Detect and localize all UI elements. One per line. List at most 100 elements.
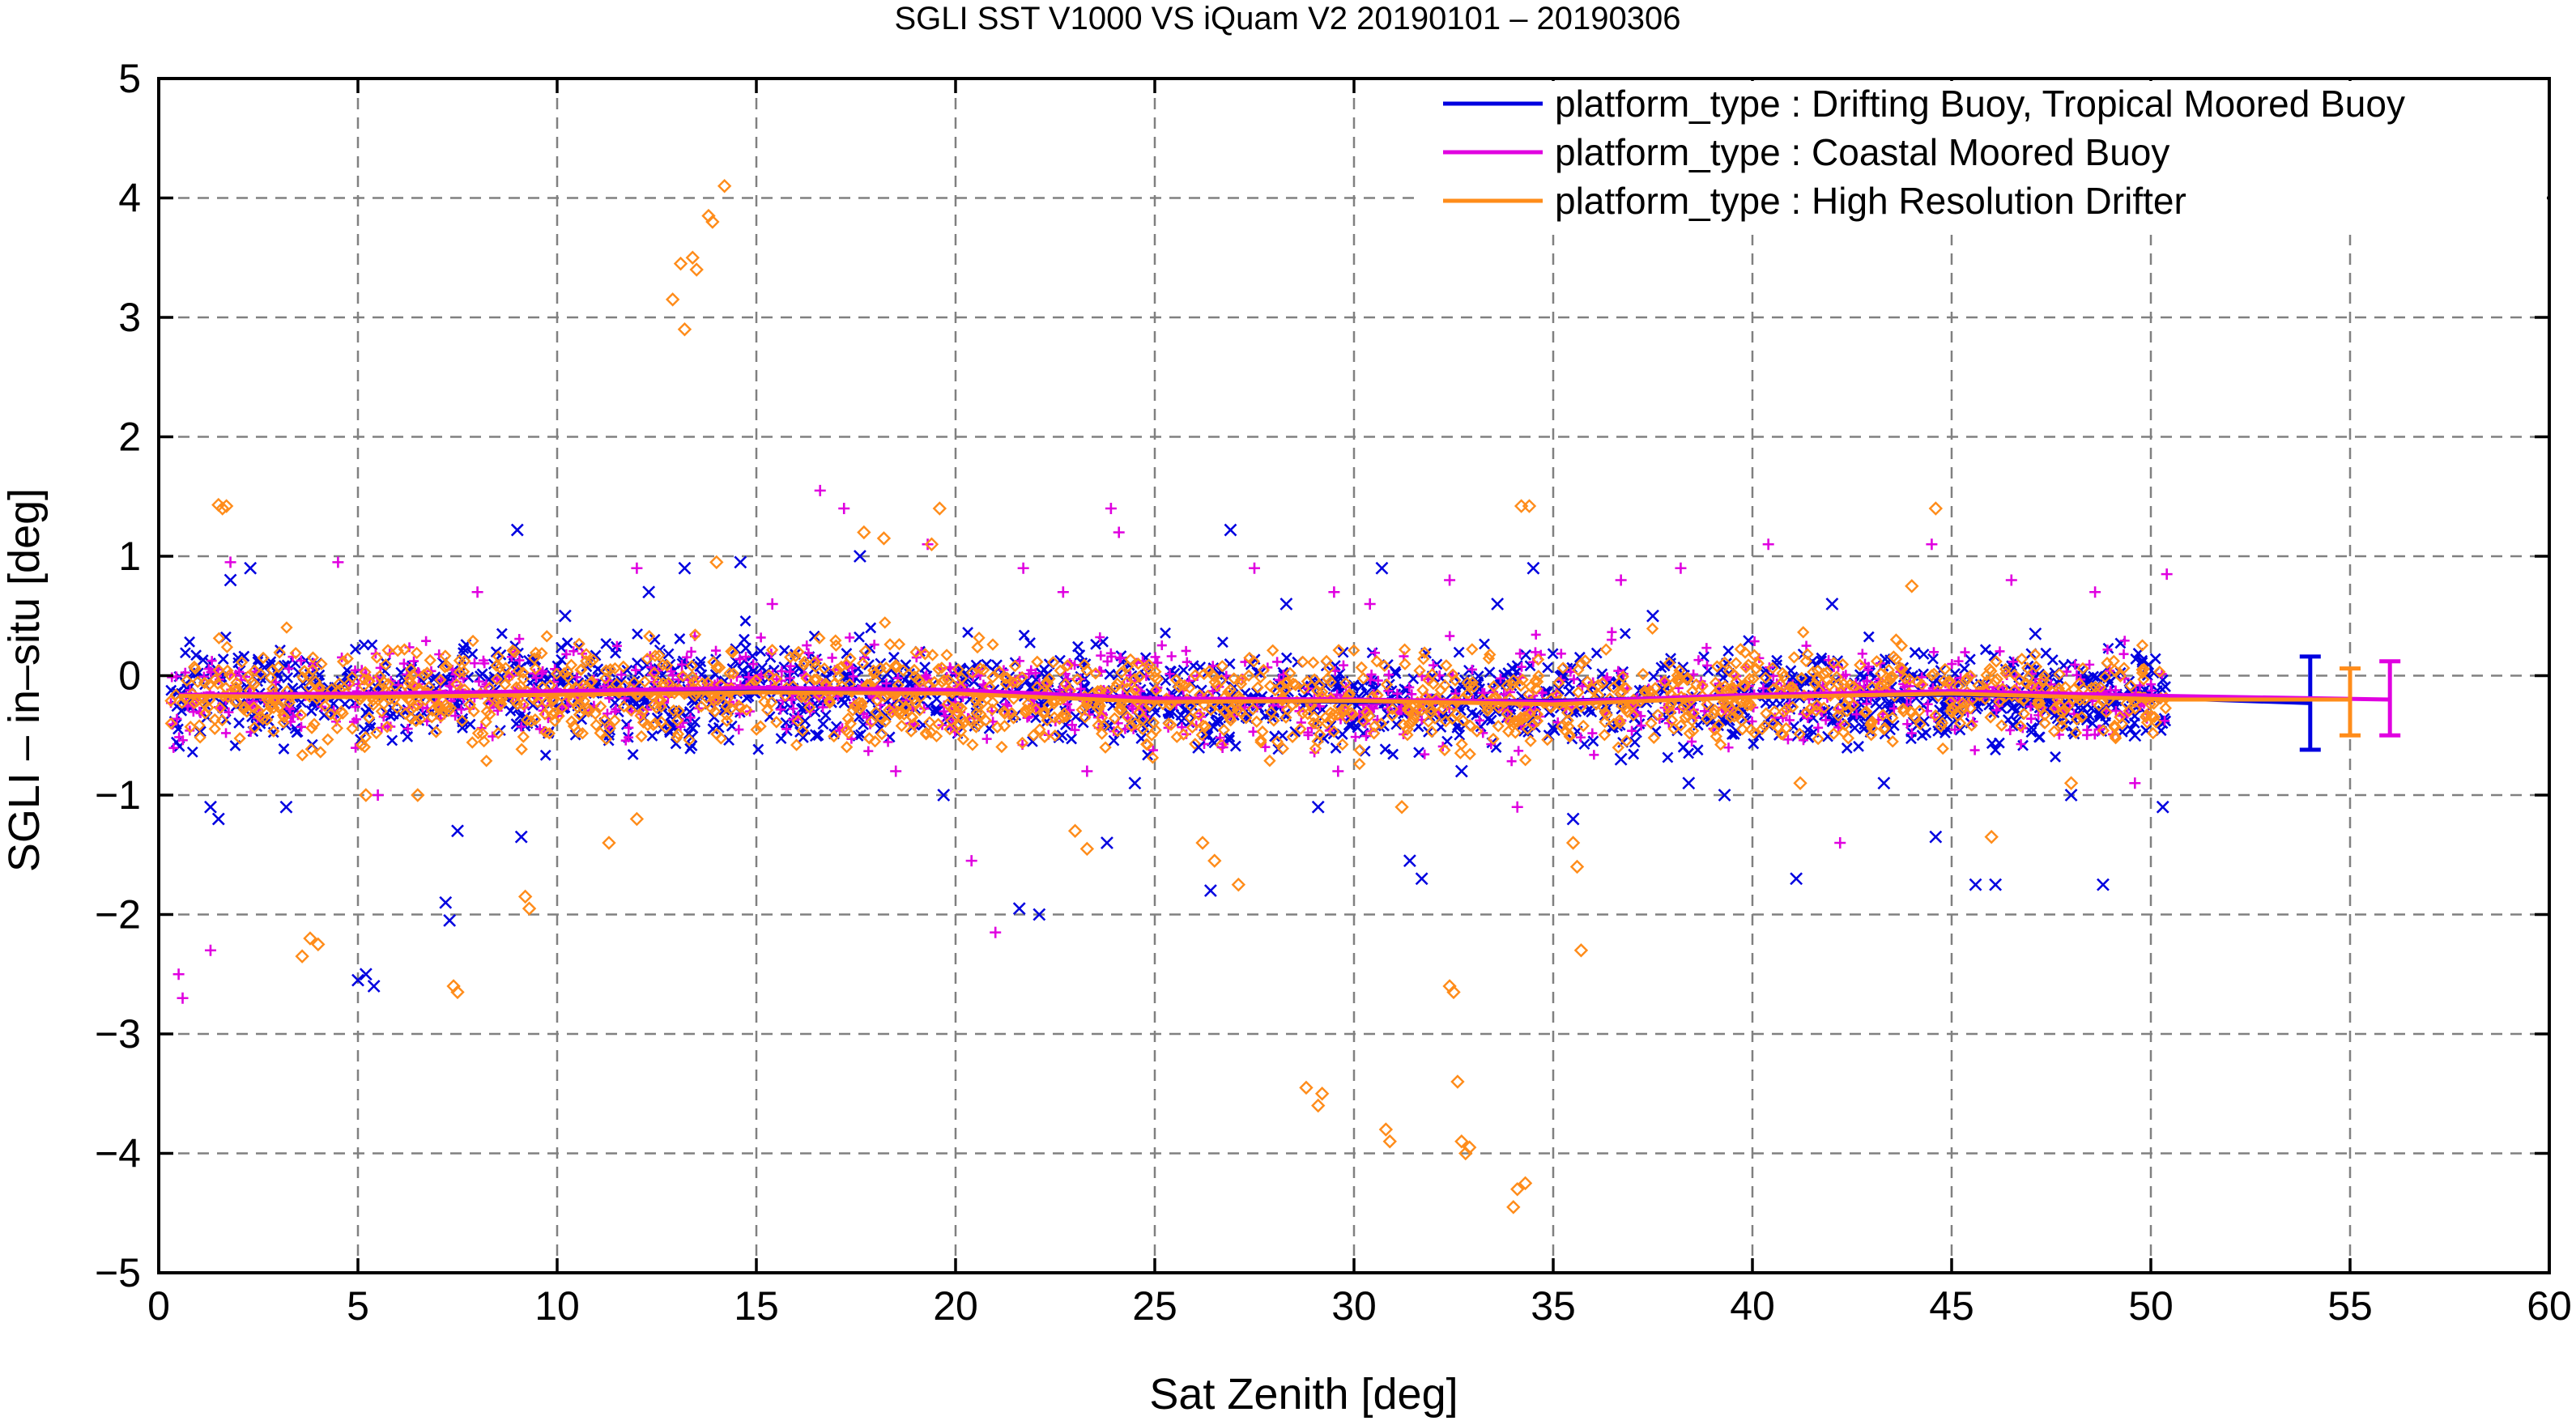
diamond-marker-point (879, 616, 892, 629)
legend-label: platform_type : High Resolution Drifter (1555, 180, 2186, 222)
plus-marker-point (421, 636, 432, 646)
x-marker-point (1662, 751, 1674, 764)
diamond-marker-point (267, 725, 280, 738)
x-marker-point (632, 628, 643, 640)
x-marker-point (1482, 713, 1494, 725)
x-marker-point (363, 703, 375, 715)
x-marker-point (287, 683, 299, 694)
diamond-marker-point (723, 666, 736, 680)
diamond-marker-point (164, 717, 177, 730)
diamond-marker-point (648, 666, 661, 679)
diamond-marker-point (1206, 668, 1219, 681)
diamond-marker-point (974, 708, 987, 721)
diamond-marker-point (1739, 646, 1752, 659)
diamond-marker-point (1096, 727, 1109, 740)
plus-marker-point (2062, 666, 2072, 677)
diamond-marker-point (1099, 741, 1112, 754)
diamond-marker-point (1518, 754, 1532, 767)
diamond-marker-point (972, 718, 986, 731)
plus-marker-point (224, 707, 234, 717)
diamond-marker-point (2137, 662, 2151, 675)
x-marker-point (1108, 734, 1120, 747)
diamond-marker-point (185, 687, 199, 700)
diamond-marker-point (1463, 747, 1476, 761)
diamond-marker-point (2033, 696, 2046, 710)
diamond-marker-point (1336, 738, 1349, 751)
x-tick-label: 25 (1132, 1283, 1177, 1329)
plus-marker-point (1749, 636, 1760, 647)
diamond-marker-point (566, 694, 579, 707)
diamond-marker-point (359, 730, 373, 744)
diamond-marker-point (1730, 657, 1743, 670)
diamond-marker-point (370, 726, 383, 740)
diamond-marker-point (2108, 664, 2121, 677)
diamond-marker-point (1743, 672, 1756, 686)
diamond-marker-point (1046, 656, 1060, 669)
diamond-marker-point (688, 628, 702, 641)
diamond-marker-point (176, 696, 189, 709)
plus-marker-point (1181, 645, 1191, 656)
x-marker-point (278, 742, 290, 755)
x-marker-point (2050, 751, 2061, 763)
plus-marker-point (818, 702, 828, 712)
x-marker-point (505, 705, 517, 717)
plus-marker-point (1902, 719, 1913, 730)
plus-marker-point (1615, 574, 1627, 586)
x-marker-point (514, 830, 528, 844)
diamond-marker-point (1075, 703, 1088, 717)
plus-marker-point (514, 655, 525, 666)
plus-marker-point (287, 712, 298, 722)
legend-label: platform_type : Coastal Moored Buoy (1555, 131, 2169, 173)
diamond-marker-point (267, 701, 280, 714)
diamond-marker-point (1353, 743, 1366, 757)
plus-marker-point (1514, 649, 1525, 659)
plus-marker-point (1081, 765, 1093, 777)
x-marker-point (600, 638, 612, 649)
diamond-marker-point (1522, 499, 1537, 513)
plus-marker-point (1537, 687, 1548, 698)
diamond-marker-point (1438, 743, 1451, 757)
plus-marker-point (677, 659, 688, 670)
x-tick-label: 55 (2327, 1283, 2373, 1329)
diamond-marker-point (1663, 700, 1675, 714)
diamond-marker-point (456, 714, 469, 728)
x-marker-point (367, 980, 381, 993)
x-marker-point (799, 715, 811, 727)
x-marker-point (2156, 800, 2169, 814)
x-marker-point (1648, 670, 1659, 683)
plus-marker-point (1067, 720, 1077, 730)
x-marker-point (1631, 726, 1642, 738)
diamond-marker-point (1353, 757, 1366, 771)
diamond-marker-point (1324, 675, 1337, 689)
diamond-marker-point (1677, 700, 1690, 713)
x-marker-point (1526, 561, 1540, 575)
x-marker-point (2149, 653, 2161, 665)
x-marker-point (1841, 742, 1853, 754)
diamond-marker-point (1344, 706, 1358, 720)
diamond-marker-point (831, 663, 844, 676)
diamond-marker-point (629, 811, 645, 827)
x-marker-point (1587, 735, 1599, 747)
plus-marker-point (766, 598, 778, 610)
x-marker-point (1854, 669, 1866, 681)
diamond-marker-point (796, 724, 809, 738)
diamond-marker-point (1133, 706, 1146, 719)
plus-marker-point (1841, 670, 1851, 680)
x-marker-point (1918, 715, 1931, 727)
diamond-marker-point (800, 671, 813, 685)
x-marker-point (621, 664, 633, 676)
plus-marker-point (1075, 683, 1086, 694)
diamond-marker-point (315, 657, 328, 670)
diamond-marker-point (857, 525, 871, 540)
y-tick-label: 2 (118, 415, 141, 460)
diamond-marker-point (1714, 705, 1728, 718)
diamond-marker-point (808, 655, 821, 669)
diamond-marker-point (1800, 706, 1813, 719)
diamond-marker-point (1679, 711, 1692, 724)
x-marker-point (539, 676, 551, 688)
diamond-marker-point (1793, 776, 1807, 790)
diamond-marker-point (188, 696, 201, 710)
x-marker-point (1619, 627, 1631, 640)
diamond-marker-point (1748, 649, 1761, 661)
diamond-marker-point (1718, 656, 1731, 670)
